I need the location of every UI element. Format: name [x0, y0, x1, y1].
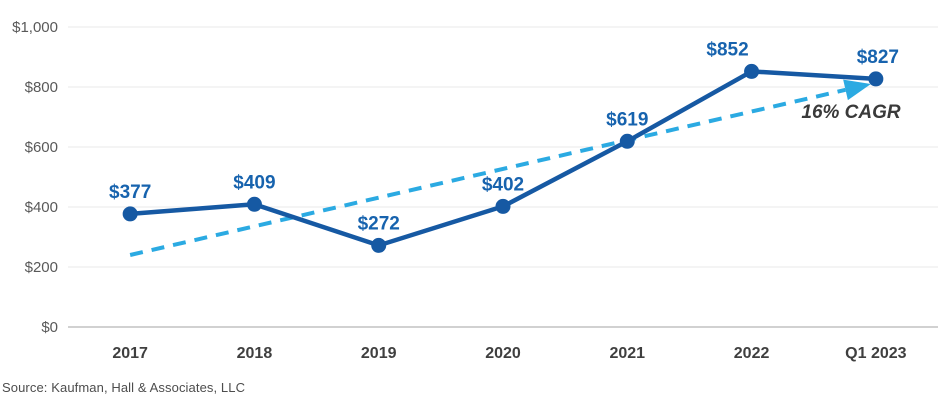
data-point-marker	[868, 71, 884, 87]
x-tick-label: 2020	[485, 345, 521, 362]
y-tick-label: $600	[25, 139, 58, 156]
y-tick-label: $200	[25, 259, 58, 276]
cagr-annotation: 16% CAGR	[801, 102, 901, 123]
x-tick-label: Q1 2023	[845, 345, 906, 362]
x-tick-label: 2022	[734, 345, 770, 362]
y-tick-label: $1,000	[12, 19, 58, 36]
y-tick-label: $0	[41, 319, 58, 336]
x-tick-label: 2018	[237, 345, 273, 362]
y-tick-label: $400	[25, 199, 58, 216]
x-tick-label: 2019	[361, 345, 397, 362]
data-point-marker	[122, 206, 138, 222]
data-point-marker	[619, 133, 635, 149]
cagr-trendline	[129, 87, 846, 257]
source-note: Source: Kaufman, Hall & Associates, LLC	[2, 380, 246, 395]
point-value-label: $827	[857, 47, 899, 68]
point-value-label: $272	[358, 213, 400, 234]
point-value-label: $409	[233, 172, 275, 193]
y-tick-label: $800	[25, 79, 58, 96]
point-value-label: $402	[482, 174, 524, 195]
point-value-label: $377	[109, 182, 151, 203]
data-point-marker	[495, 198, 511, 214]
trendline-arrowhead	[843, 79, 871, 101]
data-point-marker	[744, 63, 760, 79]
series-line	[127, 69, 879, 248]
line-chart-canvas: $0 $200 $400 $600 $800 $1,000 2017 2018 2019 2020…	[12, 19, 938, 362]
data-point-marker	[246, 196, 262, 212]
point-value-label: $852	[706, 39, 748, 60]
x-tick-label: 2017	[112, 345, 148, 362]
data-point-marker	[371, 237, 387, 253]
point-value-label: $619	[606, 109, 648, 130]
x-tick-label: 2021	[609, 345, 645, 362]
